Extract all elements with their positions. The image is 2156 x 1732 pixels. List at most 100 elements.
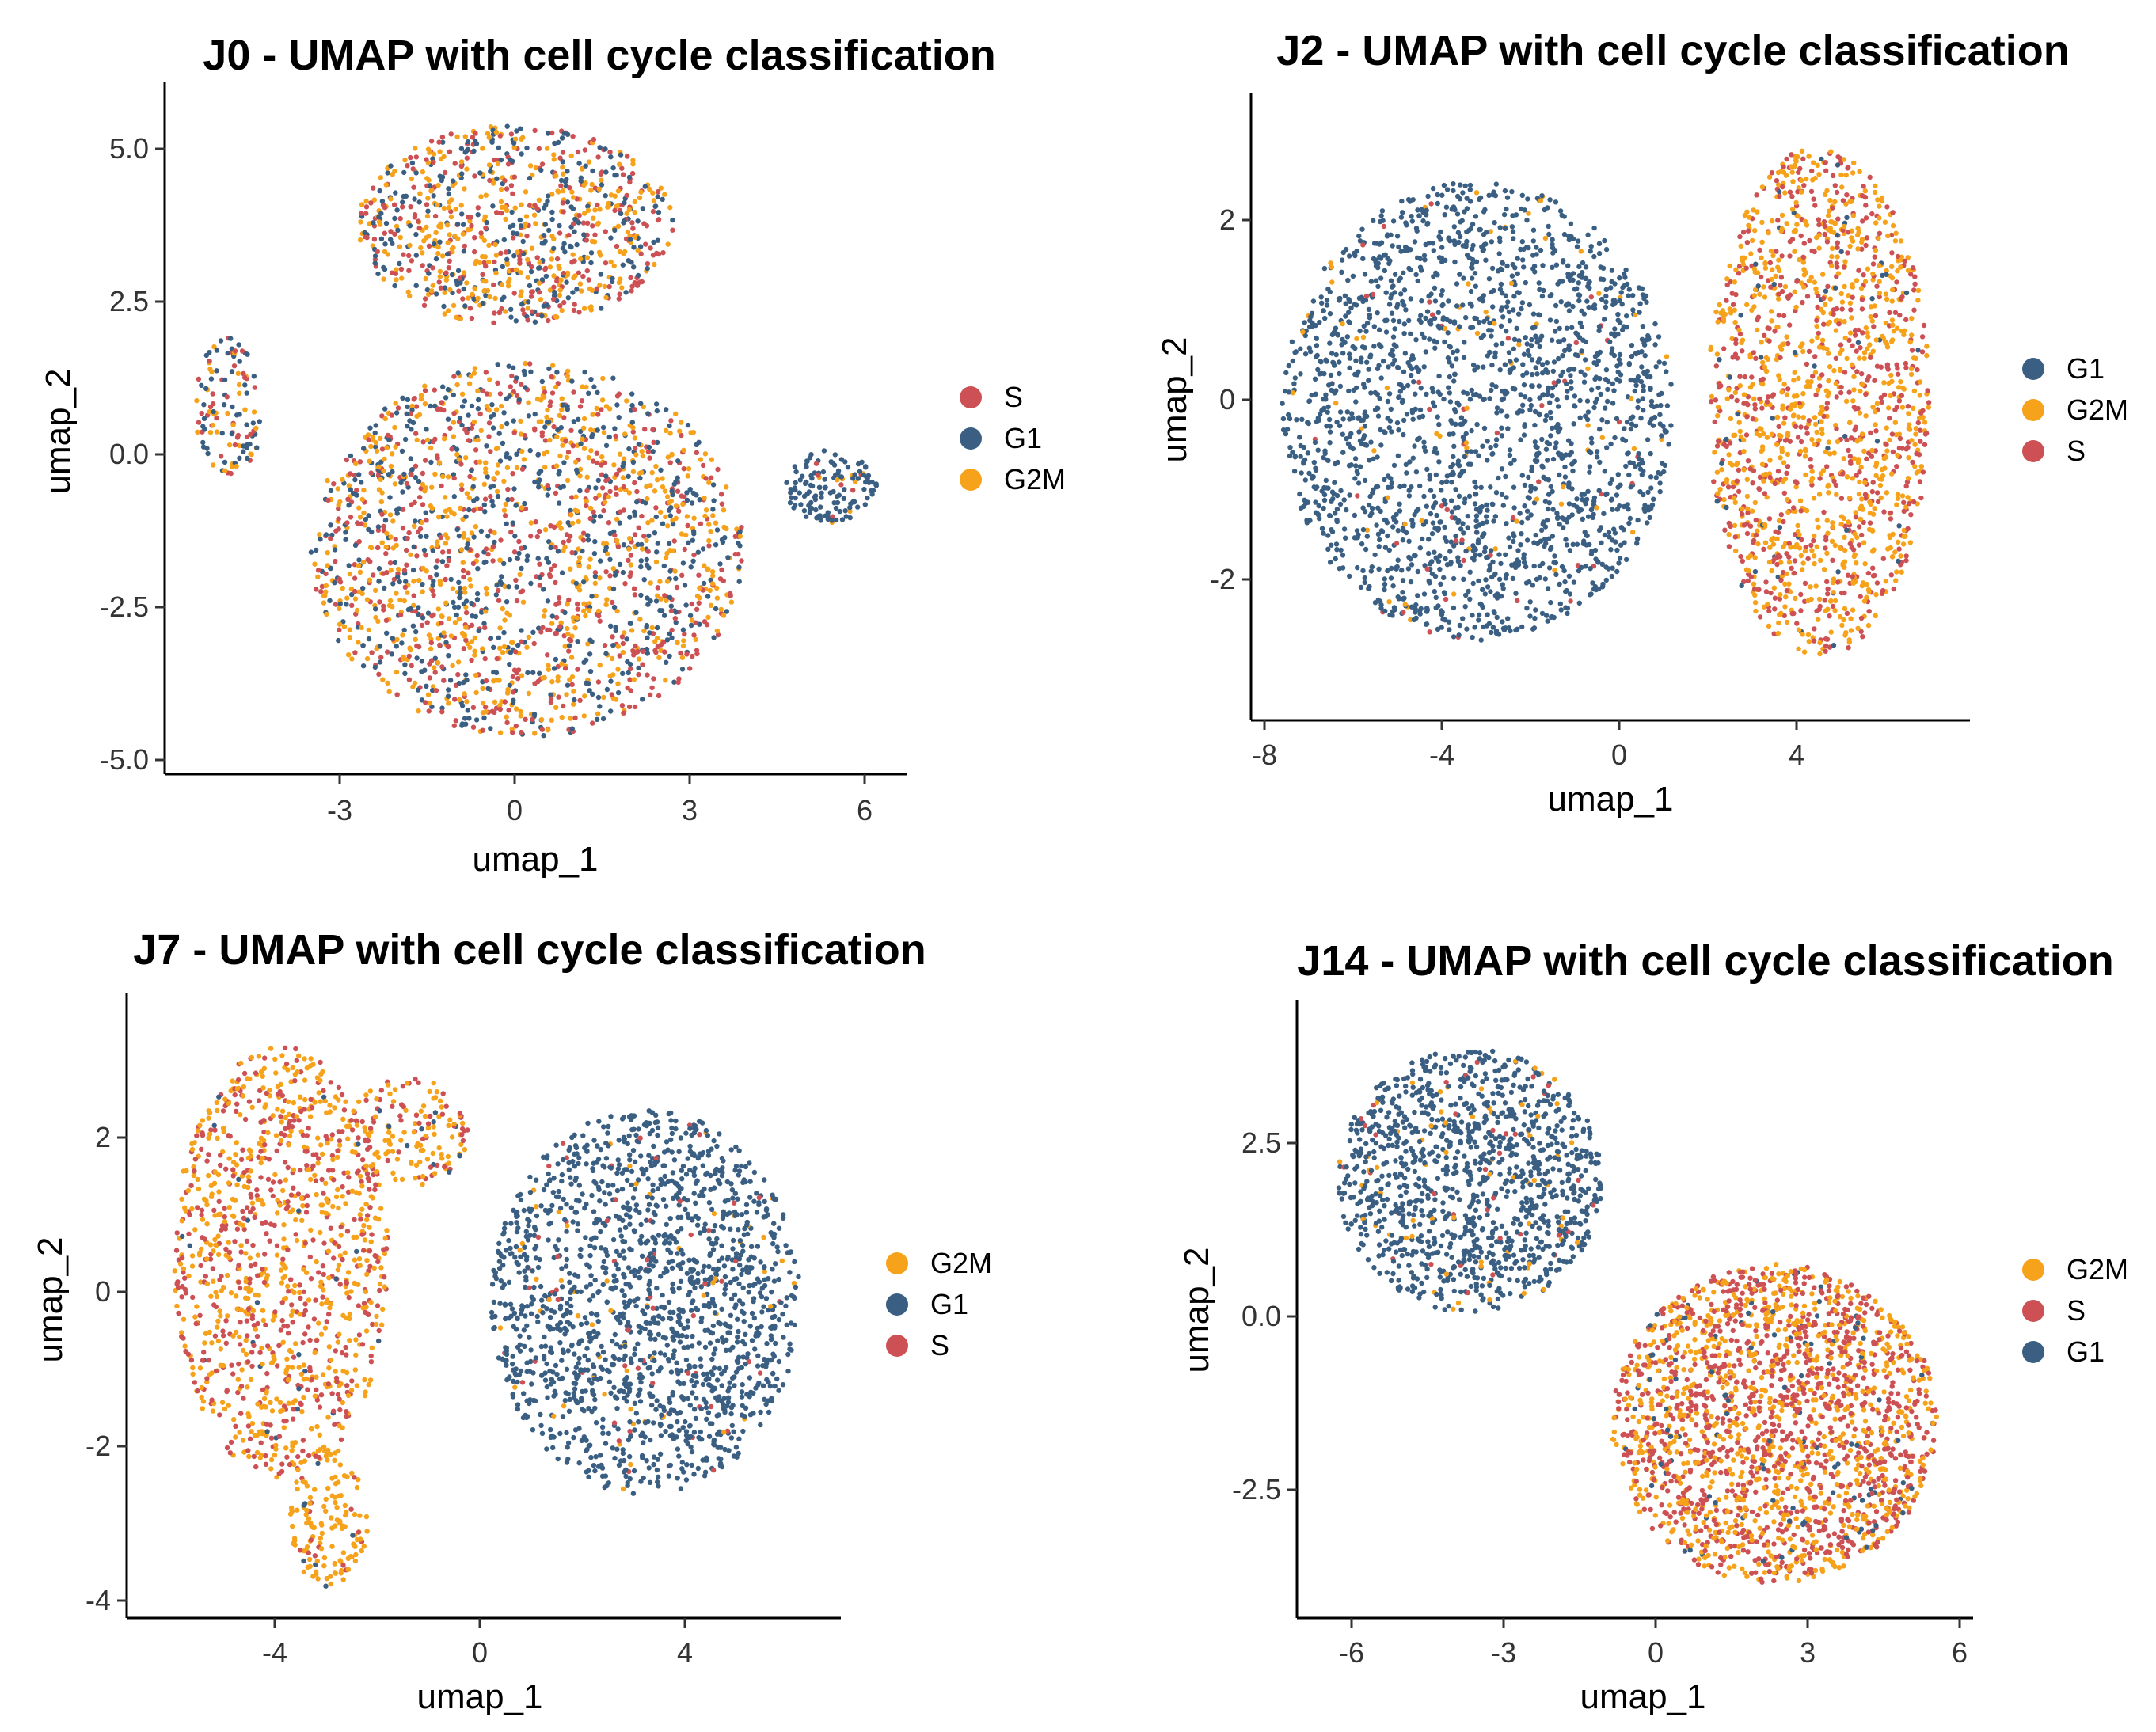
point-g1 — [1498, 281, 1504, 287]
point-g1 — [736, 564, 742, 570]
point-g2m — [435, 182, 441, 188]
point-g1 — [372, 430, 378, 436]
point-s — [631, 652, 637, 658]
point-g1 — [1633, 382, 1639, 388]
point-g2m — [576, 546, 581, 552]
point-g1 — [1352, 345, 1358, 351]
point-g1 — [1421, 591, 1428, 597]
point-g1 — [1500, 586, 1506, 591]
point-g1 — [1514, 325, 1519, 331]
point-g1 — [440, 139, 446, 145]
point-g2m — [697, 585, 702, 591]
point-g2m — [525, 275, 530, 280]
point-g1 — [1454, 303, 1460, 309]
point-g1 — [1396, 244, 1401, 250]
point-g1 — [1382, 477, 1387, 483]
point-g1 — [561, 131, 567, 136]
point-g1 — [466, 507, 472, 513]
point-g1 — [1445, 330, 1451, 336]
point-g1 — [1547, 400, 1553, 405]
point-g1 — [1548, 433, 1553, 439]
point-g1 — [376, 215, 382, 220]
point-g1 — [1470, 613, 1475, 618]
point-g2m — [393, 444, 398, 450]
point-g1 — [1366, 367, 1371, 372]
point-s — [732, 551, 738, 557]
point-g1 — [489, 402, 495, 408]
point-g2m — [253, 425, 259, 431]
point-g2m — [1492, 321, 1497, 326]
point-g2m — [679, 420, 684, 425]
point-g2m — [626, 490, 632, 496]
point-g1 — [1505, 426, 1511, 431]
point-g1 — [545, 131, 551, 136]
point-s — [443, 576, 448, 583]
point-s — [480, 272, 485, 277]
point-s — [505, 161, 511, 167]
point-g1 — [444, 251, 451, 257]
point-g1 — [1376, 566, 1382, 572]
point-s — [586, 277, 591, 283]
point-g1 — [713, 606, 719, 612]
point-g2m — [639, 449, 645, 454]
point-g1 — [638, 401, 644, 406]
point-s — [440, 549, 446, 555]
point-g1 — [511, 140, 517, 146]
point-g1 — [1329, 542, 1334, 548]
point-s — [575, 149, 581, 155]
point-g1 — [1458, 526, 1464, 532]
point-g1 — [1532, 615, 1538, 621]
point-s — [375, 249, 380, 254]
point-g1 — [1407, 363, 1413, 369]
point-g1 — [1668, 423, 1674, 428]
point-g1 — [496, 145, 502, 150]
point-g1 — [1280, 401, 1285, 406]
point-g2m — [553, 173, 559, 179]
point-g1 — [1577, 320, 1584, 325]
point-g2m — [356, 640, 361, 645]
point-g2m — [689, 617, 695, 623]
point-g2m — [510, 640, 515, 645]
point-g1 — [1609, 279, 1614, 284]
point-g2m — [454, 382, 460, 388]
point-g1 — [565, 169, 570, 174]
point-g1 — [337, 601, 343, 606]
point-g1 — [471, 148, 477, 154]
point-g2m — [587, 505, 594, 511]
point-g1 — [1567, 452, 1572, 458]
point-g1 — [545, 492, 550, 498]
point-s — [433, 688, 439, 693]
point-g2m — [411, 579, 416, 584]
point-g2m — [531, 212, 538, 218]
point-g1 — [1375, 260, 1381, 266]
point-s — [553, 614, 560, 621]
point-g1 — [1480, 520, 1485, 526]
point-g1 — [1424, 207, 1429, 213]
point-g1 — [636, 665, 641, 671]
point-s — [587, 515, 593, 522]
point-g1 — [1591, 511, 1596, 518]
point-g1 — [1292, 350, 1298, 355]
point-g1 — [1656, 334, 1662, 340]
point-g1 — [1522, 422, 1527, 427]
point-g1 — [1426, 294, 1432, 299]
point-g1 — [1556, 378, 1561, 384]
point-g2m — [381, 468, 386, 474]
point-g1 — [1465, 525, 1470, 530]
point-s — [427, 675, 432, 681]
point-g1 — [1436, 422, 1442, 427]
point-g1 — [668, 505, 674, 511]
point-g1 — [1463, 314, 1469, 321]
point-g1 — [572, 697, 577, 703]
point-g2m — [537, 260, 542, 265]
point-g1 — [530, 670, 536, 675]
point-g2m — [547, 287, 553, 293]
point-g1 — [416, 478, 422, 484]
point-g2m — [454, 314, 459, 320]
point-s — [352, 575, 358, 581]
point-g1 — [1570, 236, 1576, 241]
point-g1 — [1306, 324, 1313, 330]
point-g1 — [1628, 484, 1633, 490]
point-g2m — [321, 600, 327, 606]
point-g1 — [1566, 501, 1572, 507]
